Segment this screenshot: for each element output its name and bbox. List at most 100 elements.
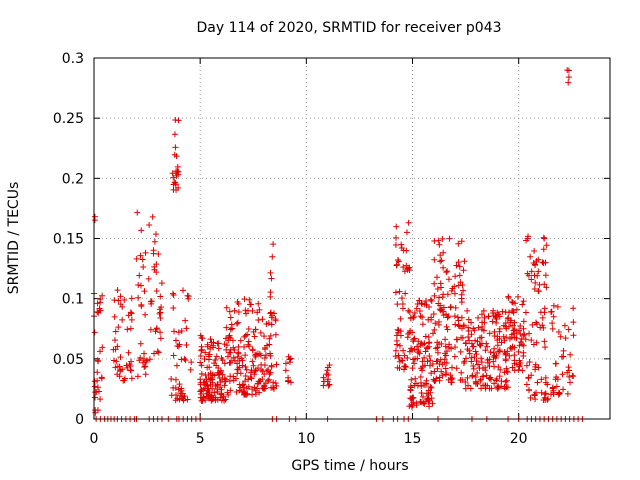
- data-point: [267, 293, 274, 300]
- data-point: [201, 356, 208, 363]
- data-point: [496, 373, 503, 380]
- data-point: [217, 367, 224, 374]
- data-point: [570, 373, 577, 380]
- y-tick-label: 0.15: [53, 232, 84, 248]
- data-point: [453, 365, 460, 372]
- data-point: [440, 264, 447, 271]
- data-point: [463, 355, 470, 362]
- data-point: [421, 400, 428, 407]
- data-point: [553, 360, 560, 367]
- data-point: [145, 275, 152, 282]
- data-point: [436, 377, 443, 384]
- data-point: [142, 311, 149, 318]
- data-point: [172, 397, 179, 404]
- data-point: [565, 79, 572, 86]
- data-point: [440, 291, 447, 298]
- data-point: [486, 356, 493, 363]
- data-point: [538, 376, 545, 383]
- data-point: [541, 309, 548, 316]
- data-point: [428, 298, 435, 305]
- data-point: [443, 269, 450, 276]
- data-point: [517, 323, 524, 330]
- data-point: [234, 319, 241, 326]
- data-point: [446, 235, 453, 242]
- data-point: [509, 322, 516, 329]
- data-point: [531, 285, 538, 292]
- data-point: [517, 339, 524, 346]
- data-point: [570, 305, 577, 312]
- data-point: [459, 376, 466, 383]
- data-point: [111, 313, 118, 320]
- data-point: [491, 352, 498, 359]
- data-point: [217, 394, 224, 401]
- data-point: [480, 307, 487, 314]
- data-point: [259, 376, 266, 383]
- data-point: [398, 295, 405, 302]
- data-point: [512, 300, 519, 307]
- data-point: [116, 373, 123, 380]
- data-point: [449, 364, 456, 371]
- data-point: [91, 378, 98, 385]
- data-point: [500, 322, 507, 329]
- data-point: [178, 356, 185, 363]
- data-point: [462, 378, 469, 385]
- data-point: [136, 272, 143, 279]
- data-point: [430, 311, 437, 318]
- data-point: [225, 334, 232, 341]
- data-point: [465, 324, 472, 331]
- data-point: [221, 360, 228, 367]
- data-point: [513, 335, 520, 342]
- data-point: [398, 245, 405, 252]
- data-point: [179, 287, 186, 294]
- data-point: [449, 285, 456, 292]
- data-point: [114, 363, 121, 370]
- data-point: [286, 359, 293, 366]
- data-point: [241, 333, 248, 340]
- data-point: [91, 383, 98, 390]
- data-point: [401, 363, 408, 370]
- data-point: [272, 331, 279, 338]
- data-point: [488, 385, 495, 392]
- data-point: [427, 389, 434, 396]
- data-point: [158, 280, 165, 287]
- data-point: [146, 356, 153, 363]
- data-point: [267, 369, 274, 376]
- data-point: [500, 333, 507, 340]
- data-point: [475, 361, 482, 368]
- data-point: [440, 304, 447, 311]
- data-point: [265, 320, 272, 327]
- data-point: [152, 231, 159, 238]
- data-point: [396, 354, 403, 361]
- data-point: [513, 361, 520, 368]
- data-point: [478, 359, 485, 366]
- data-point: [469, 343, 476, 350]
- data-point: [122, 375, 129, 382]
- data-point: [540, 260, 547, 267]
- y-axis-label: SRMTID / TECUs: [6, 182, 22, 295]
- data-point: [268, 321, 275, 328]
- data-point: [237, 370, 244, 377]
- data-point: [519, 367, 526, 374]
- data-point: [251, 384, 258, 391]
- data-point: [457, 348, 464, 355]
- data-point: [503, 365, 510, 372]
- data-point: [503, 377, 510, 384]
- data-point: [155, 250, 162, 257]
- data-point: [549, 325, 556, 332]
- data-point: [475, 324, 482, 331]
- data-point: [197, 359, 204, 366]
- data-point: [170, 384, 177, 391]
- data-point: [528, 268, 535, 275]
- data-point: [170, 352, 177, 359]
- data-point: [437, 356, 444, 363]
- data-point: [141, 350, 148, 357]
- data-point: [258, 366, 265, 373]
- data-point: [117, 293, 124, 300]
- data-point: [119, 316, 126, 323]
- data-point: [178, 327, 185, 334]
- data-point: [401, 352, 408, 359]
- data-point: [172, 337, 179, 344]
- data-point: [434, 349, 441, 356]
- data-point: [428, 395, 435, 402]
- data-point: [393, 223, 400, 230]
